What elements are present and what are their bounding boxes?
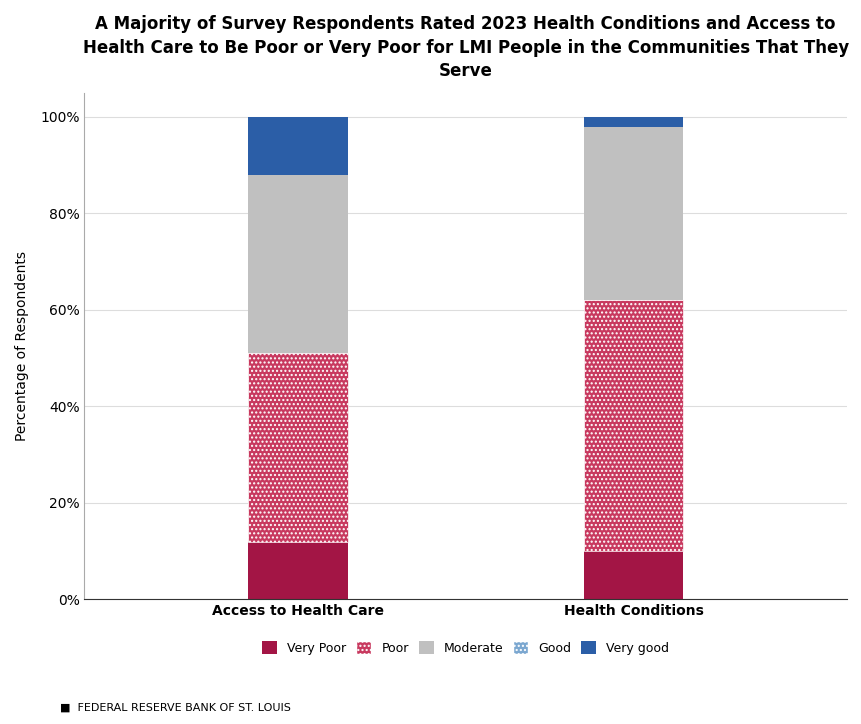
Bar xyxy=(248,117,347,175)
Bar xyxy=(583,551,682,599)
Bar xyxy=(248,542,347,599)
Bar xyxy=(248,175,347,353)
Text: ■  FEDERAL RESERVE BANK OF ST. LOUIS: ■ FEDERAL RESERVE BANK OF ST. LOUIS xyxy=(60,703,291,713)
Bar xyxy=(583,117,682,127)
Title: A Majority of Survey Respondents Rated 2023 Health Conditions and Access to
Heal: A Majority of Survey Respondents Rated 2… xyxy=(83,15,848,80)
Bar xyxy=(248,353,347,542)
Y-axis label: Percentage of Respondents: Percentage of Respondents xyxy=(15,251,29,441)
Bar xyxy=(583,300,682,551)
Bar xyxy=(583,127,682,300)
Legend: Very Poor, Poor, Moderate, Good, Very good: Very Poor, Poor, Moderate, Good, Very go… xyxy=(262,641,668,654)
